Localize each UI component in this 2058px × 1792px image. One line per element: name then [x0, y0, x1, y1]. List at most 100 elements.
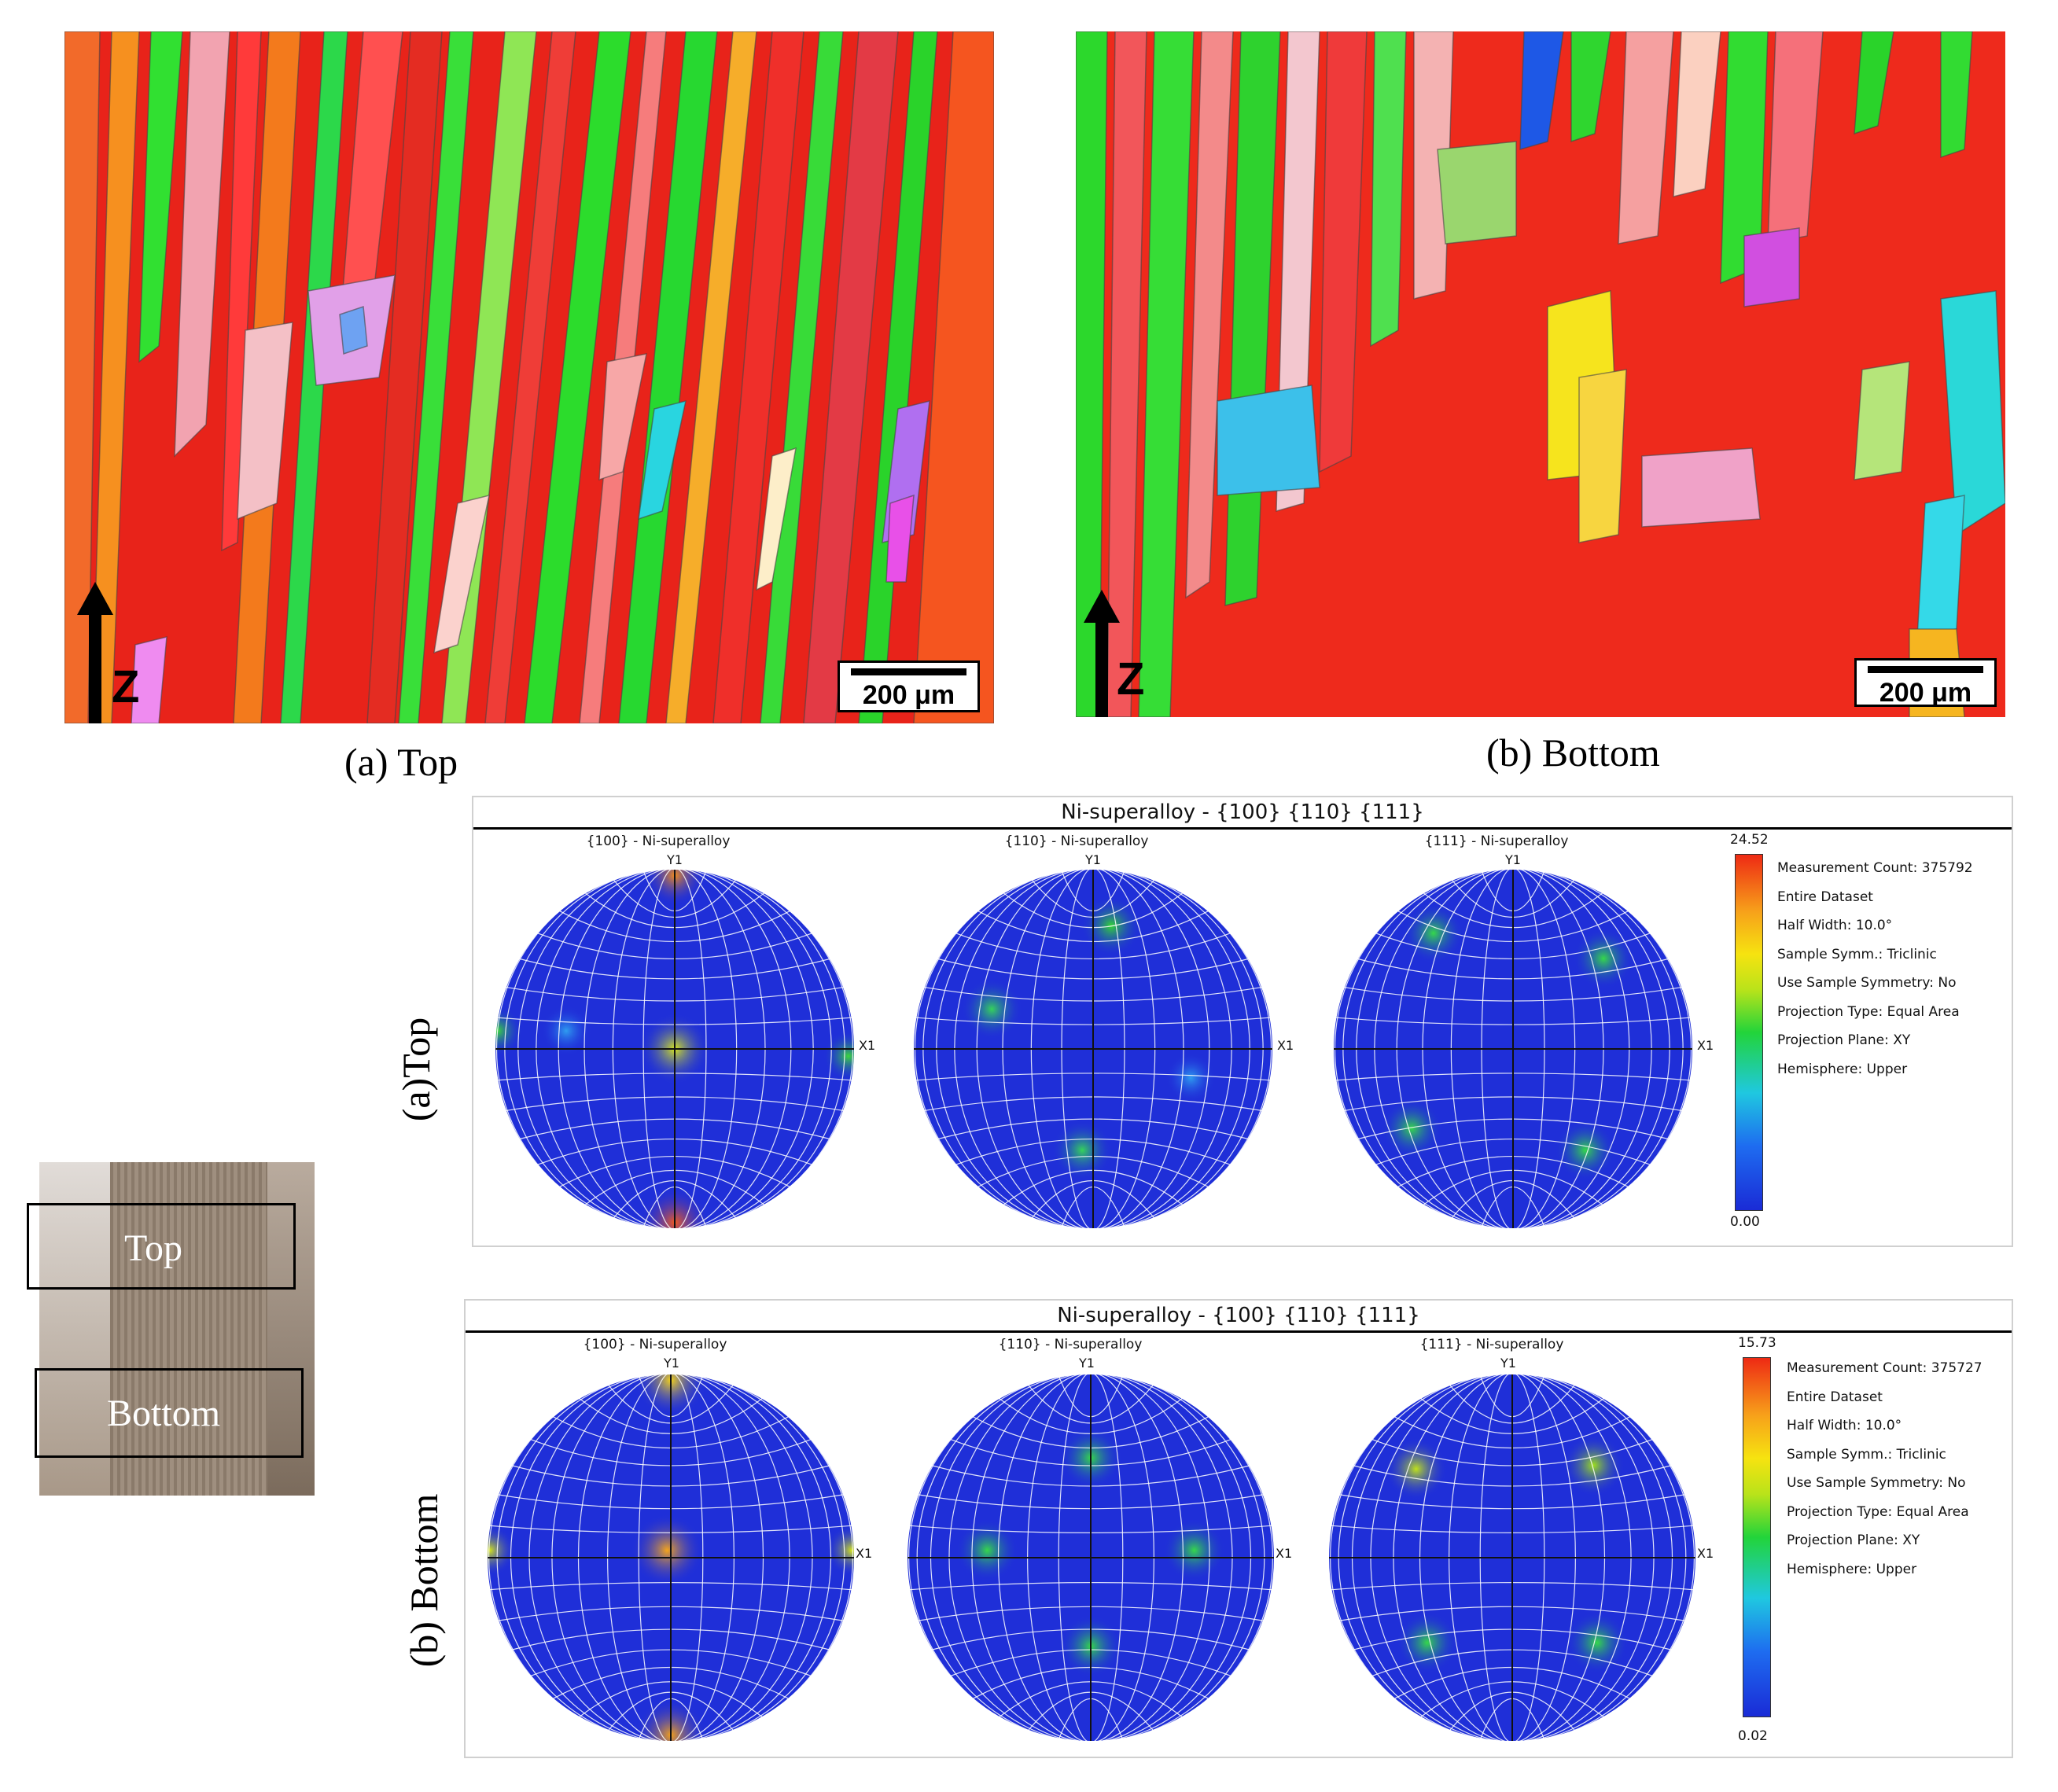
legend-bottom-item: Entire Dataset [1787, 1389, 1883, 1405]
pole-x-label-bottom-110: X1 [1276, 1546, 1293, 1561]
legend-bottom-item: Half Width: 10.0° [1787, 1418, 1902, 1433]
pole-intensity-spot [1225, 1385, 1267, 1427]
legend-top-item: Projection Plane: XY [1777, 1032, 1911, 1048]
pole-title-bottom-110: {110} - Ni-superalloy [998, 1337, 1143, 1352]
legend-bottom-item: Projection Plane: XY [1787, 1533, 1920, 1548]
pole-title-bottom-111: {111} - Ni-superalloy [1419, 1337, 1564, 1352]
pole-y-label-top-110: Y1 [1085, 852, 1101, 867]
pole-x-label-top-110: X1 [1277, 1038, 1294, 1053]
pole-rim [1327, 1373, 1697, 1742]
legend-top-item: Entire Dataset [1777, 889, 1873, 905]
legend-top-item: Projection Type: Equal Area [1777, 1003, 1960, 1020]
pole-rim [906, 1373, 1276, 1742]
pole-intensity-spot [1051, 1120, 1113, 1181]
legend-bottom-item: Projection Type: Equal Area [1787, 1503, 1969, 1520]
pole-intensity-spot [928, 877, 969, 918]
pole-x-label-top-100: X1 [859, 1038, 876, 1053]
photo-bottom-region [35, 1368, 304, 1458]
legend-bottom-item: Hemisphere: Upper [1787, 1561, 1917, 1577]
pole-intensity-spot [1165, 1052, 1217, 1103]
legend-bottom: Measurement Count: 375727 Entire Dataset… [1787, 1354, 1983, 1584]
pole-intensity-spot [955, 1519, 1018, 1582]
z-axis-label-bottom: Z [1117, 653, 1145, 705]
legend-top-item: Half Width: 10.0° [1777, 918, 1893, 933]
pole-figure-top-110 [912, 868, 1274, 1230]
pole-intensity-spot [918, 1385, 960, 1427]
pole-figure-bottom-111 [1327, 1373, 1697, 1742]
pole-intensity-spot [1566, 1611, 1629, 1674]
ebsd-map-top: Z 200 μm [64, 31, 994, 723]
pole-figure-top-100 [494, 868, 856, 1230]
legend-bottom-item: Measurement Count: 375727 [1787, 1360, 1983, 1376]
ebsd-grains-bottom [1076, 31, 2005, 717]
pole-rim [1332, 868, 1694, 1230]
z-axis-label-top: Z [112, 661, 140, 712]
pole-intensity-spot [540, 1005, 592, 1057]
colorbar-max-top: 24.52 [1730, 832, 1769, 848]
pole-intensity-spot [1573, 928, 1634, 989]
caption-top: (a) Top [344, 740, 458, 784]
pole-panel-header-top: Ni-superalloy - {100} {110} {111} [473, 797, 2012, 830]
pole-y-label-top-111: Y1 [1505, 852, 1521, 867]
pole-title-top-100: {100} - Ni-superalloy [586, 833, 731, 849]
legend-top-item: Sample Symm.: Triclinic [1777, 946, 1937, 962]
scale-bar-bottom: 200 μm [1854, 658, 1997, 708]
pole-x-label-top-111: X1 [1697, 1038, 1714, 1053]
pole-intensity-spot [1221, 1692, 1264, 1734]
row-label-bottom: (b) Bottom [402, 1493, 446, 1668]
pole-intensity-spot [1217, 1180, 1258, 1221]
sample-photo [39, 1162, 315, 1496]
pole-intensity-spot [961, 978, 1022, 1040]
z-arrow-bottom [1084, 590, 1120, 717]
pole-y-label-bottom-110: Y1 [1079, 1356, 1095, 1371]
pole-figure-bottom-110 [906, 1373, 1276, 1742]
colorbar-min-top: 0.00 [1730, 1214, 1760, 1230]
pole-intensity-spot [823, 1031, 855, 1082]
z-arrow-top [77, 582, 113, 723]
pole-intensity-spot [487, 1524, 516, 1577]
pole-figure-top-111 [1332, 868, 1694, 1230]
colorbar-bottom [1743, 1357, 1771, 1717]
colorbar-min-bottom: 0.02 [1738, 1728, 1768, 1744]
pole-intensity-spot [631, 1514, 704, 1587]
photo-bottom-label: Bottom [107, 1393, 221, 1434]
pole-intensity-spot [826, 1524, 855, 1577]
scale-bar-label-bottom: 200 μm [1879, 678, 1972, 708]
photo-top-region [27, 1203, 296, 1290]
legend-top-item: Measurement Count: 375792 [1777, 860, 1973, 876]
pole-figure-bottom-100 [486, 1373, 856, 1742]
caption-bottom: (b) Bottom [1486, 730, 1660, 775]
pole-x-label-bottom-100: X1 [856, 1546, 873, 1561]
pole-y-label-bottom-100: Y1 [664, 1356, 679, 1371]
pole-intensity-spot [1403, 903, 1464, 964]
pole-rim [494, 868, 856, 1230]
pole-figure-panel-bottom: Ni-superalloy - {100} {110} {111} {100} … [464, 1299, 2013, 1758]
pole-title-top-110: {110} - Ni-superalloy [1004, 833, 1149, 849]
pole-intensity-spot [1396, 1611, 1459, 1674]
pole-y-label-bottom-111: Y1 [1500, 1356, 1516, 1371]
pole-intensity-spot [1381, 1098, 1442, 1159]
scale-bar-top: 200 μm [838, 661, 980, 712]
ebsd-grains-top [64, 31, 994, 723]
colorbar-max-bottom: 15.73 [1738, 1335, 1776, 1351]
pole-intensity-spot [1163, 1519, 1226, 1582]
legend-top-item: Hemisphere: Upper [1777, 1061, 1908, 1077]
photo-top-label: Top [124, 1227, 182, 1269]
pole-rim [912, 868, 1274, 1230]
pole-x-label-bottom-111: X1 [1697, 1546, 1714, 1561]
legend-top-item: Use Sample Symmetry: No [1777, 975, 1957, 991]
pole-intensity-spot [1555, 1120, 1616, 1181]
scale-bar-label-top: 200 μm [862, 680, 955, 710]
pole-title-bottom-100: {100} - Ni-superalloy [583, 1337, 727, 1352]
pole-title-top-111: {111} - Ni-superalloy [1424, 833, 1569, 849]
pole-panel-header-bottom: Ni-superalloy - {100} {110} {111} [466, 1301, 2012, 1333]
pole-y-label-top-100: Y1 [667, 852, 683, 867]
colorbar-top [1735, 854, 1763, 1211]
photo-left-face [39, 1162, 110, 1496]
pole-figure-panel-top: Ni-superalloy - {100} {110} {111} {100} … [472, 796, 2013, 1247]
legend-bottom-item: Sample Symm.: Triclinic [1787, 1446, 1946, 1463]
legend-bottom-item: Use Sample Symmetry: No [1787, 1475, 1966, 1491]
photo-right-face [267, 1162, 315, 1496]
legend-top: Measurement Count: 375792 Entire Dataset… [1777, 854, 1973, 1084]
row-label-top: (a)Top [394, 1017, 438, 1122]
